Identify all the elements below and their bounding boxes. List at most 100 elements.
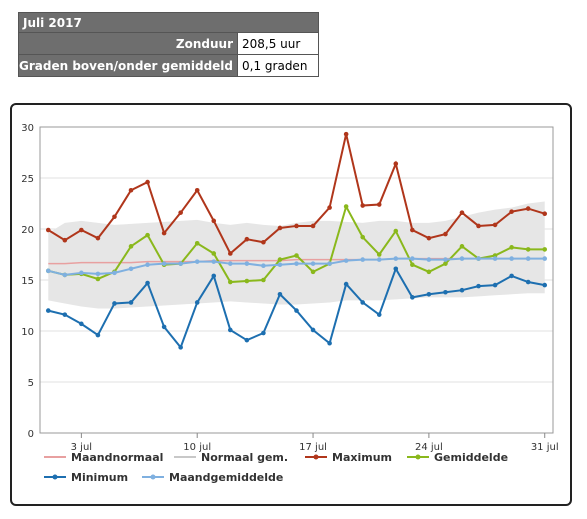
x-tick-label: 3 jul (71, 442, 92, 453)
point-maximum (211, 218, 217, 224)
y-tick-label: 20 (21, 225, 34, 236)
point-maandgemiddelde (62, 272, 68, 278)
y-tick-label: 0 (28, 429, 34, 440)
point-maximum (294, 223, 299, 229)
point-gemiddelde (294, 253, 299, 258)
point-maximum (410, 227, 415, 233)
point-maximum (145, 179, 150, 185)
point-maandgemiddelde (443, 257, 448, 262)
point-gemiddelde (443, 261, 448, 266)
x-tick-label: 17 jul (299, 442, 327, 453)
point-gemiddelde (277, 257, 283, 262)
legend-marker-minimum (52, 474, 58, 480)
point-maximum (476, 223, 481, 229)
point-minimum (79, 321, 84, 327)
point-minimum (95, 332, 101, 338)
point-maximum (244, 236, 250, 242)
summary-table: Juli 2017 Zonduur 208,5 uur Graden boven… (17, 12, 320, 77)
point-maandgemiddelde (95, 271, 101, 277)
point-maandgemiddelde (294, 261, 299, 266)
point-maximum (492, 222, 498, 228)
point-minimum (62, 312, 68, 317)
point-maximum (426, 235, 432, 241)
point-maximum (228, 251, 233, 256)
point-minimum (310, 327, 316, 333)
x-tick-label: 31 jul (531, 442, 559, 453)
point-minimum (376, 312, 382, 317)
sunshine-label: Zonduur (17, 32, 239, 55)
point-maandgemiddelde (244, 261, 250, 266)
point-minimum (178, 345, 183, 350)
point-minimum (525, 279, 531, 285)
point-gemiddelde (393, 228, 399, 234)
point-maximum (443, 231, 448, 237)
point-maximum (509, 209, 514, 214)
point-minimum (228, 327, 233, 333)
point-minimum (459, 287, 465, 293)
legend-marker-maandgemiddelde (150, 474, 156, 480)
point-minimum (45, 308, 51, 313)
point-maandgemiddelde (509, 256, 514, 261)
legend-label-maandnormaal: Maandnormaal (71, 451, 163, 464)
point-gemiddelde (261, 277, 266, 283)
point-maandgemiddelde (277, 262, 283, 267)
legend-label-maximum: Maximum (332, 451, 392, 464)
point-gemiddelde (360, 234, 365, 240)
legend-marker-maximum (313, 454, 319, 460)
point-minimum (261, 330, 266, 336)
legend-marker-gemiddelde (415, 454, 421, 460)
point-minimum (476, 283, 481, 289)
point-maximum (62, 237, 68, 243)
point-minimum (426, 291, 432, 297)
temperature-chart-panel: 0 5 10 15 20 25 30 3 jul 10 jul 17 jul 24 jul 31 ju… (10, 103, 572, 506)
point-minimum (194, 300, 200, 305)
point-gemiddelde (426, 269, 432, 275)
legend-label-normaal-gem: Normaal gem. (201, 451, 288, 464)
point-maximum (261, 239, 266, 245)
point-maandgemiddelde (161, 261, 167, 266)
point-maximum (525, 206, 531, 211)
point-minimum (128, 300, 134, 305)
point-maandgemiddelde (228, 261, 233, 266)
point-minimum (161, 324, 167, 330)
point-maximum (95, 235, 101, 241)
point-maximum (343, 131, 349, 137)
point-minimum (294, 308, 299, 313)
point-maximum (542, 211, 548, 216)
y-tick-label: 15 (21, 276, 34, 287)
point-maximum (45, 227, 51, 233)
point-minimum (112, 301, 117, 306)
point-maandgemiddelde (542, 256, 548, 261)
point-maximum (327, 205, 332, 210)
sunshine-value: 208,5 uur (237, 32, 320, 55)
point-maximum (194, 187, 200, 193)
point-minimum (145, 280, 150, 286)
point-maandgemiddelde (360, 257, 365, 262)
point-maximum (360, 203, 365, 208)
point-maandgemiddelde (310, 261, 316, 266)
point-maandgemiddelde (525, 256, 531, 261)
point-minimum (443, 289, 448, 295)
y-tick-label: 10 (21, 327, 34, 338)
point-maandgemiddelde (112, 270, 117, 276)
point-maandgemiddelde (492, 256, 498, 261)
x-tick-label: 24 jul (415, 442, 443, 453)
point-gemiddelde (95, 276, 101, 282)
point-maandgemiddelde (145, 262, 150, 267)
point-maandgemiddelde (211, 259, 217, 264)
point-minimum (277, 291, 283, 297)
point-minimum (410, 295, 415, 300)
plot-frame (39, 126, 554, 434)
point-maximum (310, 223, 316, 229)
point-gemiddelde (376, 252, 382, 257)
legend-label-maandgemiddelde: Maandgemiddelde (169, 471, 283, 484)
point-maandgemiddelde (426, 257, 432, 262)
point-gemiddelde (145, 232, 150, 238)
point-maandgemiddelde (459, 256, 465, 261)
point-maandgemiddelde (128, 266, 134, 272)
summary-title: Juli 2017 (17, 12, 320, 33)
point-gemiddelde (228, 279, 233, 285)
y-tick-label: 25 (21, 174, 34, 185)
point-maximum (128, 187, 134, 193)
point-gemiddelde (244, 278, 250, 284)
